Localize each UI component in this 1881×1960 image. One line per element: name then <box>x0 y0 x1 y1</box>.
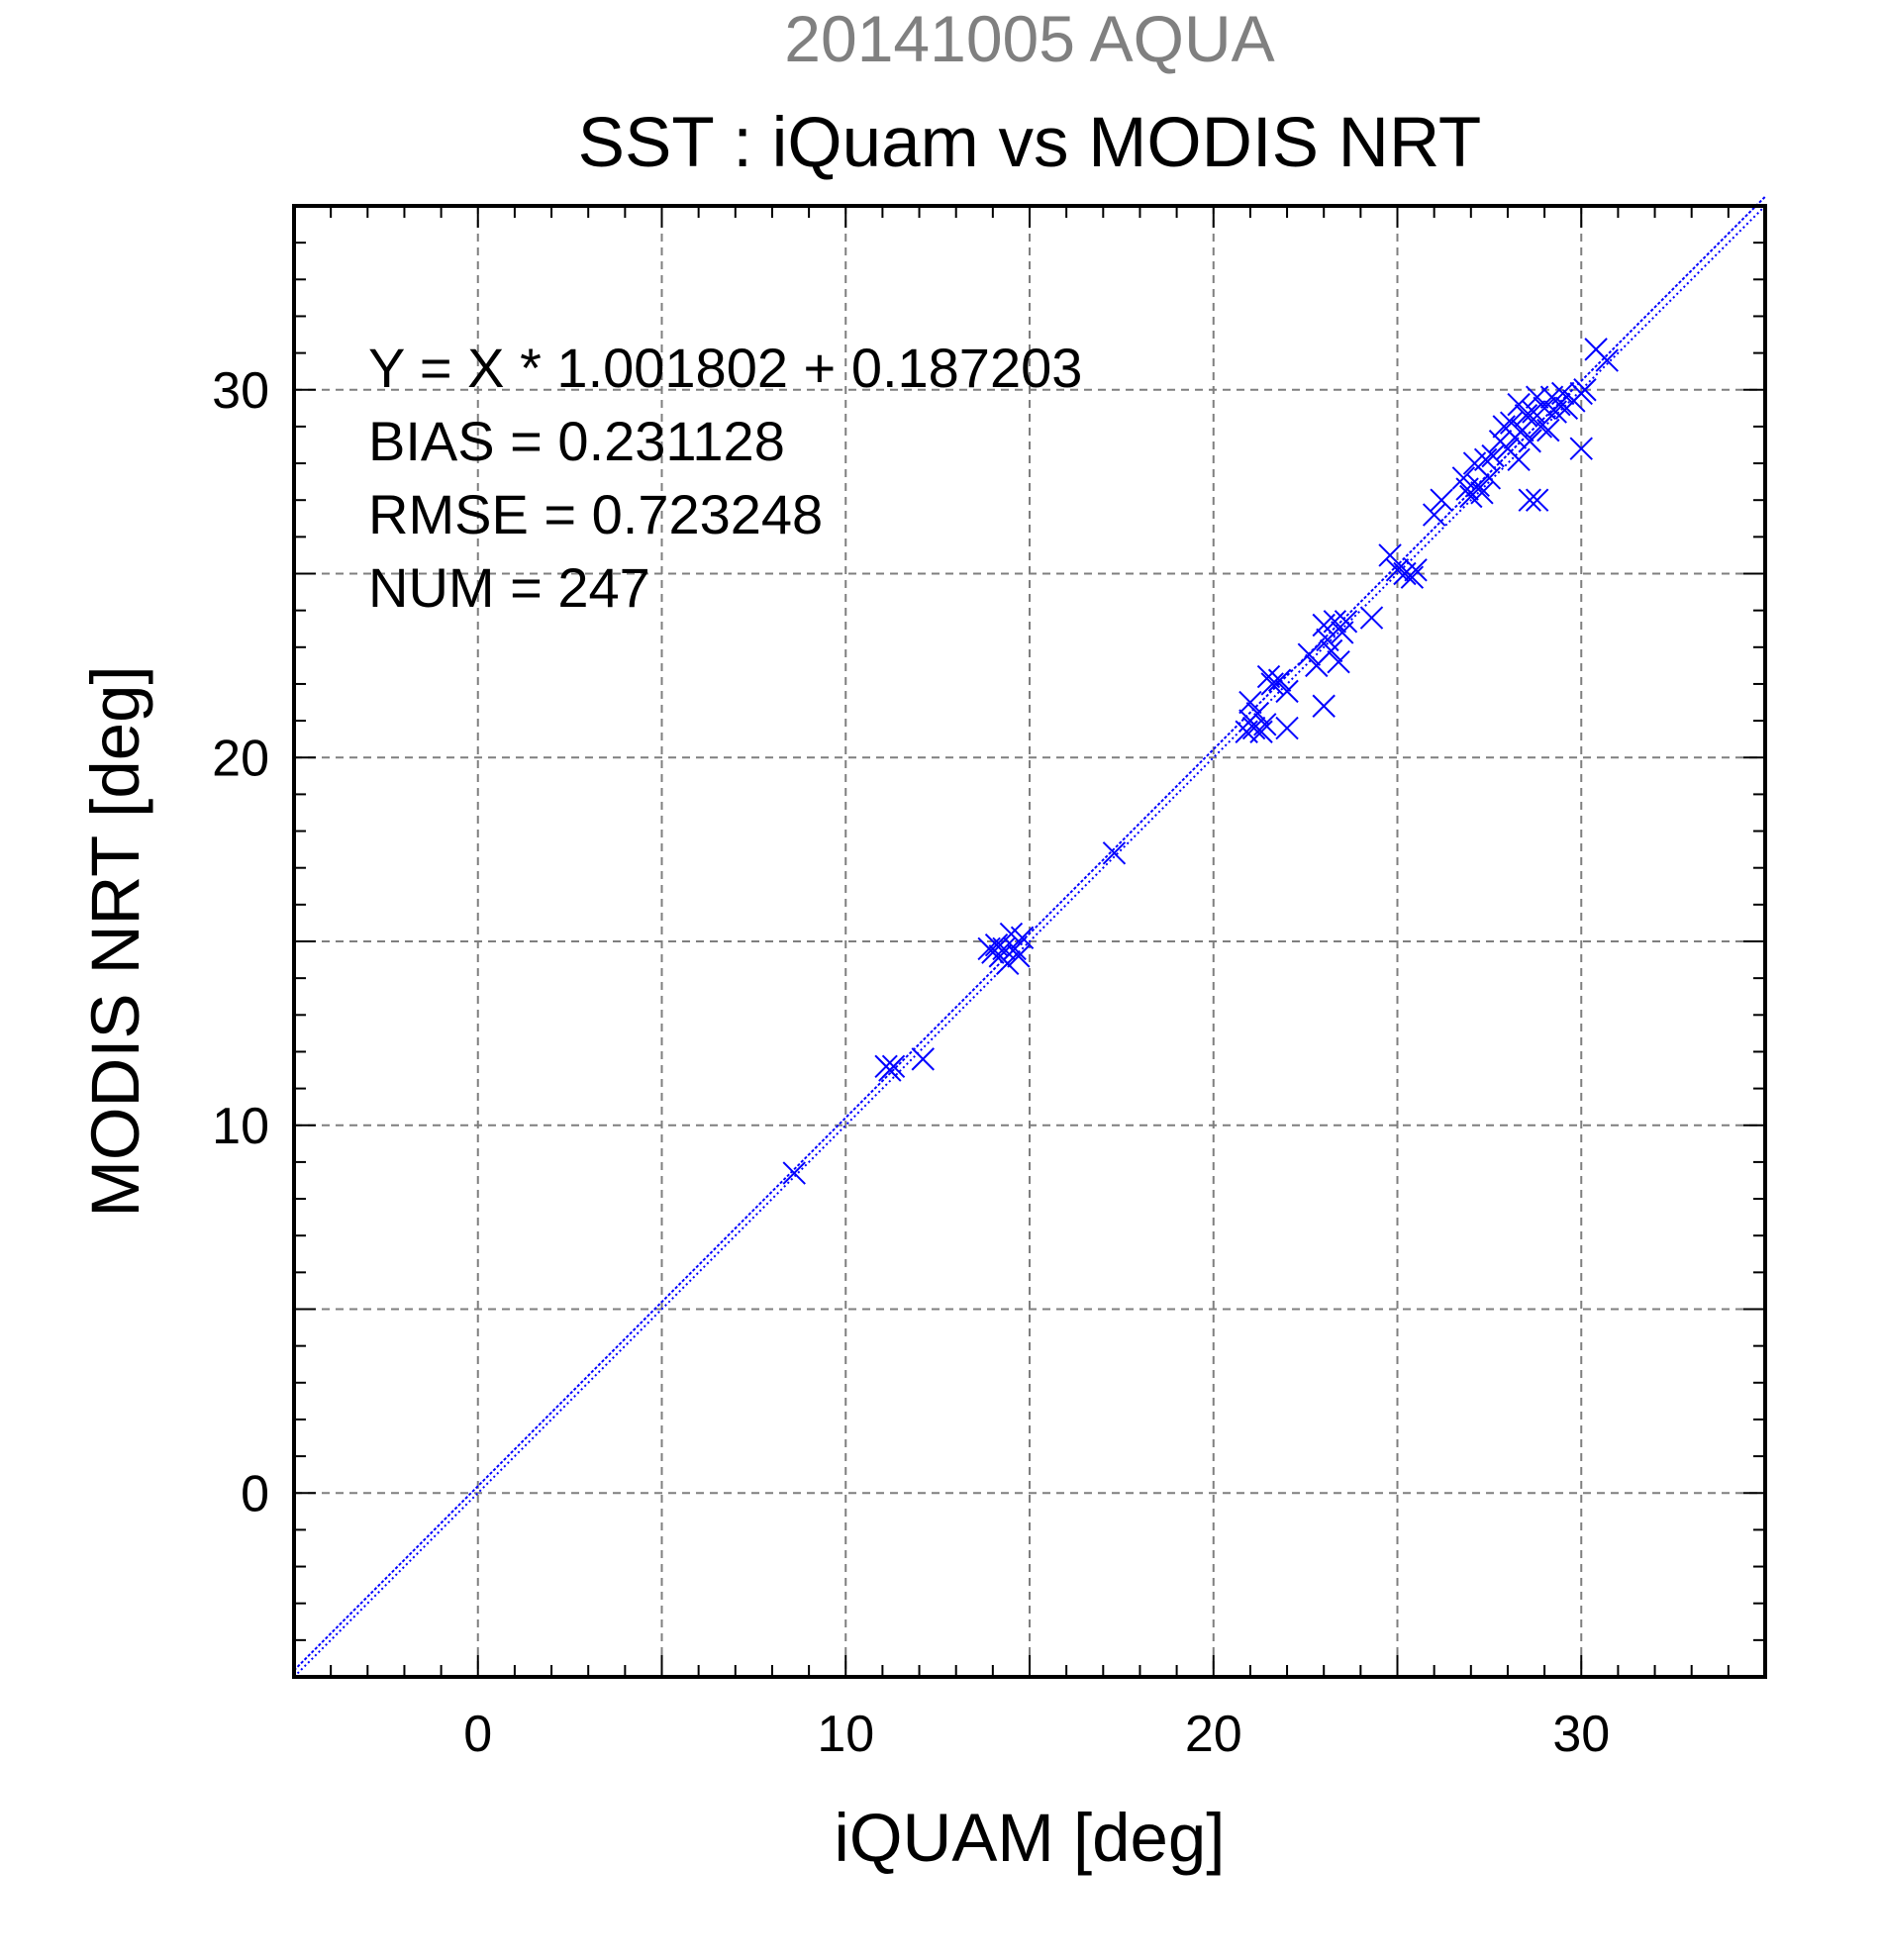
data-point <box>1275 716 1299 740</box>
data-point <box>1238 690 1262 715</box>
data-point <box>1466 473 1490 498</box>
data-point <box>1525 488 1549 512</box>
data-point <box>1327 649 1350 674</box>
data-point <box>1253 713 1277 736</box>
chart-date-title: 20141005 AQUA <box>784 2 1274 75</box>
data-point <box>1536 418 1560 442</box>
data-point <box>1334 610 1358 634</box>
data-point <box>992 936 1016 961</box>
data-point <box>1275 679 1299 704</box>
data-point <box>1260 672 1284 696</box>
data-point <box>1470 481 1494 505</box>
data-point <box>1507 447 1531 472</box>
data-point <box>1507 392 1531 417</box>
data-point <box>1514 404 1538 428</box>
data-point <box>1007 944 1031 968</box>
data-point <box>1477 466 1502 490</box>
data-point <box>1473 447 1498 472</box>
plot-frame <box>292 204 1767 1679</box>
regression-statistics: Y = X * 1.001802 + 0.187203 BIAS = 0.231… <box>368 337 1082 619</box>
data-point <box>1569 437 1593 460</box>
x-tick-labels: 0 10 20 30 <box>463 1706 1610 1763</box>
x-tick-label: 10 <box>817 1706 874 1763</box>
x-tick-label: 20 <box>1185 1706 1242 1763</box>
regression-equation: Y = X * 1.001802 + 0.187203 <box>368 337 1082 399</box>
data-point <box>1385 558 1410 582</box>
bias-stat: BIAS = 0.231128 <box>368 410 785 472</box>
y-axis-label: MODIS NRT [deg] <box>77 665 153 1217</box>
data-point <box>1430 488 1453 512</box>
data-point <box>996 951 1020 975</box>
data-point <box>1319 638 1343 663</box>
data-point <box>1249 720 1273 743</box>
data-point <box>1518 488 1541 512</box>
data-point <box>1378 543 1402 567</box>
data-point <box>1312 694 1336 718</box>
data-point <box>1550 381 1575 406</box>
x-tick-label: 30 <box>1552 1706 1610 1763</box>
x-axis-label: iQUAM [deg] <box>835 1800 1226 1876</box>
data-point <box>1323 610 1347 634</box>
rmse-stat: RMSE = 0.723248 <box>368 483 823 545</box>
y-tick-label: 0 <box>241 1465 269 1522</box>
data-point <box>1511 418 1534 442</box>
data-point <box>1499 411 1524 435</box>
data-point <box>1245 701 1270 726</box>
y-tick-label: 30 <box>212 362 269 420</box>
data-point <box>1003 936 1027 961</box>
chart-title: SST : iQuam vs MODIS NRT <box>578 104 1482 182</box>
data-point <box>1422 503 1446 527</box>
data-point <box>911 1047 935 1071</box>
data-point <box>1404 558 1428 582</box>
y-tick-label: 20 <box>212 730 269 787</box>
data-point <box>782 1161 806 1185</box>
data-point <box>1518 430 1541 453</box>
data-points <box>782 338 1619 1185</box>
y-tick-labels: 0 10 20 30 <box>212 362 269 1523</box>
y-tick-label: 10 <box>212 1098 269 1155</box>
data-point <box>1010 926 1035 949</box>
data-point <box>1297 642 1322 666</box>
data-point <box>1102 841 1127 865</box>
data-point <box>1267 668 1292 692</box>
data-point <box>1400 565 1425 589</box>
num-stat: NUM = 247 <box>368 556 650 619</box>
data-point <box>1359 606 1384 630</box>
x-tick-label: 0 <box>463 1706 492 1763</box>
data-point <box>1595 348 1619 372</box>
data-point <box>1573 378 1597 402</box>
data-point <box>881 1054 906 1079</box>
data-point <box>1481 443 1505 468</box>
